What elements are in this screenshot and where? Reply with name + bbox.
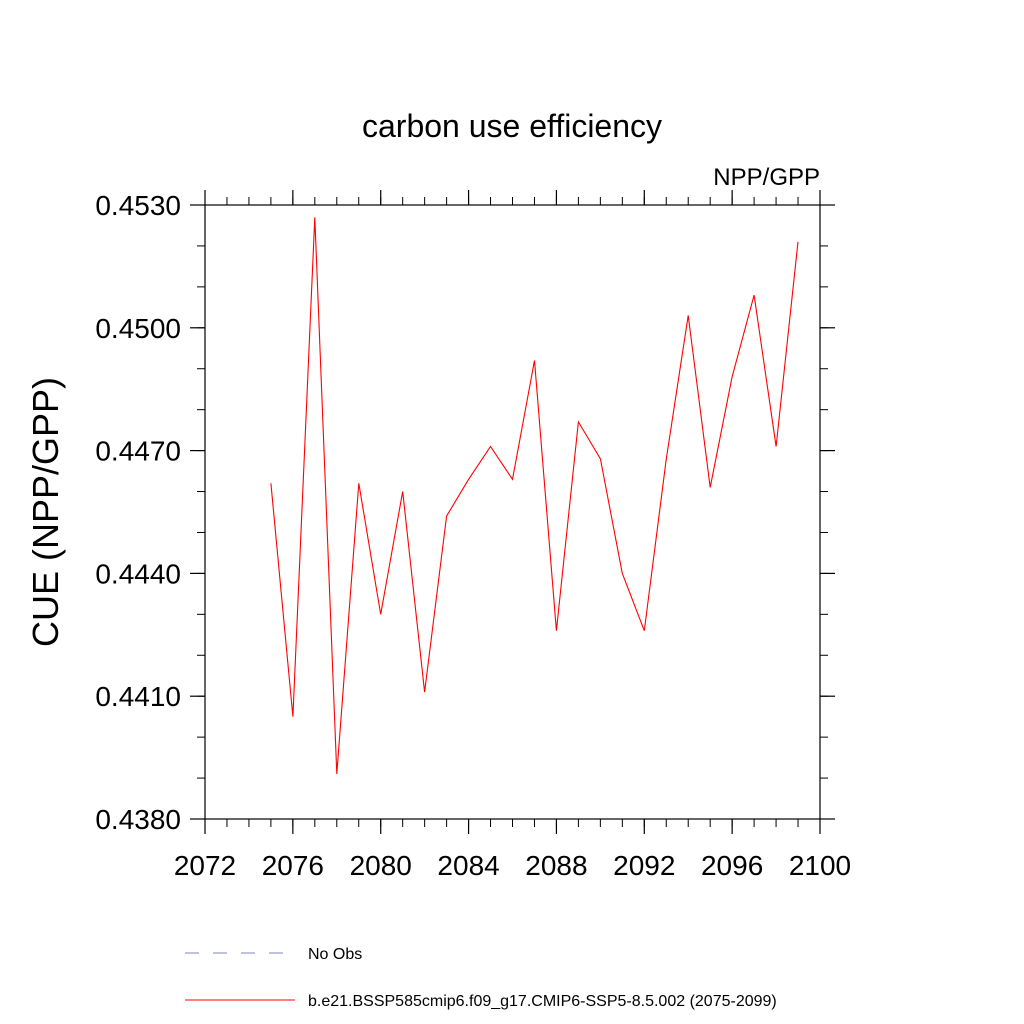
chart-title: carbon use efficiency (362, 108, 662, 144)
data-point (666, 458, 667, 459)
data-point (336, 773, 337, 774)
series-layer (270, 217, 799, 775)
data-point (270, 483, 271, 484)
data-point (490, 446, 491, 447)
legend-label-no-obs: No Obs (308, 946, 362, 963)
y-tick-label: 0.4530 (95, 190, 181, 221)
x-tick-label: 2072 (174, 850, 236, 881)
y-tick-label: 0.4380 (95, 804, 181, 835)
data-point (644, 630, 645, 631)
y-tick-label: 0.4500 (95, 313, 181, 344)
data-point (688, 315, 689, 316)
data-point (775, 446, 776, 447)
x-tick-label: 2100 (789, 850, 851, 881)
x-tick-label: 2084 (437, 850, 499, 881)
data-point (512, 479, 513, 480)
data-point (754, 294, 755, 295)
data-point (622, 573, 623, 574)
data-point (358, 483, 359, 484)
data-point (556, 630, 557, 631)
data-point (314, 217, 315, 218)
data-point (797, 241, 798, 242)
plot-frame (204, 204, 821, 820)
y-tick-label: 0.4440 (95, 558, 181, 589)
data-point (292, 716, 293, 717)
data-point (710, 487, 711, 488)
x-tick-label: 2096 (701, 850, 763, 881)
x-tick-label: 2088 (525, 850, 587, 881)
x-tick-label: 2092 (613, 850, 675, 881)
data-point (600, 458, 601, 459)
data-point (402, 491, 403, 492)
data-point (534, 360, 535, 361)
data-point (380, 614, 381, 615)
series-line-0 (270, 217, 799, 775)
data-point (424, 692, 425, 693)
y-tick-label: 0.4470 (95, 436, 181, 467)
chart-subtitle: NPP/GPP (713, 164, 820, 191)
legend: No Obs b.e21.BSSP585cmip6.f09_g17.CMIP6-… (185, 946, 777, 1010)
y-axis-label: CUE (NPP/GPP) (25, 377, 66, 647)
x-tick-label: 2076 (262, 850, 324, 881)
legend-label-model: b.e21.BSSP585cmip6.f09_g17.CMIP6-SSP5-8.… (308, 993, 777, 1010)
data-point (446, 515, 447, 516)
axis-ticks: 0.4380 0.4410 0.4440 0.4470 0.4500 0.4530 2072… (95, 190, 851, 881)
data-point (578, 421, 579, 422)
y-tick-label: 0.4410 (95, 681, 181, 712)
x-tick-label: 2080 (350, 850, 412, 881)
data-point (732, 376, 733, 377)
data-point (468, 479, 469, 480)
